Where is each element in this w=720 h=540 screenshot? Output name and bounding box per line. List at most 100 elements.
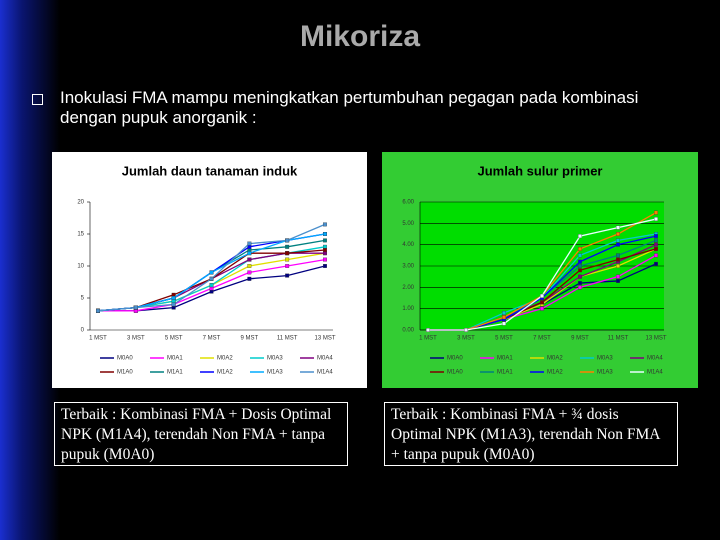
- data-point: [502, 321, 506, 326]
- x-tick-label: 1 MST: [419, 336, 437, 342]
- x-tick-label: 13 MST: [314, 336, 335, 342]
- x-tick-label: 9 MST: [240, 336, 258, 342]
- data-point: [323, 248, 327, 252]
- data-point: [464, 328, 468, 332]
- data-point: [578, 285, 582, 290]
- y-tick-label: 4.00: [402, 242, 414, 248]
- y-tick-label: 0.00: [402, 328, 414, 334]
- legend-label: M1A2: [547, 370, 563, 376]
- data-point: [654, 210, 658, 215]
- data-point: [616, 257, 620, 262]
- x-tick-label: 5 MST: [495, 336, 513, 342]
- data-point: [654, 238, 658, 243]
- data-point: [654, 242, 658, 247]
- legend-label: M0A1: [497, 356, 513, 362]
- legend-label: M1A4: [317, 370, 333, 376]
- y-tick-label: 6.00: [402, 200, 414, 206]
- legend-label: M1A0: [117, 370, 133, 376]
- data-point: [654, 253, 658, 258]
- data-point: [323, 222, 327, 227]
- x-tick-label: 3 MST: [127, 336, 145, 342]
- legend-label: M0A1: [167, 356, 183, 362]
- y-tick-label: 2.00: [402, 285, 414, 291]
- x-tick-label: 5 MST: [165, 336, 183, 342]
- data-point: [247, 257, 252, 262]
- data-point: [578, 246, 582, 251]
- x-tick-label: 13 MST: [645, 336, 666, 342]
- data-point: [502, 315, 506, 320]
- legend-label: M0A4: [317, 356, 333, 362]
- data-point: [578, 253, 582, 258]
- legend-label: M1A3: [597, 370, 613, 376]
- data-point: [323, 257, 327, 262]
- legend-label: M0A0: [117, 356, 133, 362]
- bullet-icon: [32, 94, 43, 105]
- data-point: [616, 253, 620, 258]
- y-tick-label: 5.00: [402, 221, 414, 227]
- note-box: Terbaik : Kombinasi FMA + ¾ dosis Optima…: [384, 402, 678, 466]
- data-point: [96, 308, 100, 313]
- x-tick-label: 9 MST: [571, 336, 589, 342]
- legend-label: M1A1: [167, 370, 183, 376]
- legend-label: M0A3: [597, 356, 613, 362]
- data-point: [171, 302, 176, 307]
- x-tick-label: 11 MST: [608, 336, 629, 342]
- data-point: [616, 232, 620, 236]
- y-tick-label: 20: [77, 200, 84, 206]
- data-point: [133, 305, 138, 310]
- y-tick-label: 3.00: [402, 264, 414, 270]
- data-point: [654, 246, 658, 251]
- legend-label: M0A2: [217, 356, 233, 362]
- data-point: [654, 261, 658, 266]
- data-point: [209, 276, 214, 281]
- data-point: [578, 234, 582, 239]
- data-point: [540, 306, 544, 311]
- data-point: [209, 270, 214, 275]
- data-point: [247, 276, 252, 281]
- data-point: [578, 264, 582, 268]
- data-point: [654, 217, 658, 222]
- data-point: [247, 270, 252, 275]
- chart-title: Jumlah daun tanaman induk: [122, 163, 298, 178]
- data-point: [285, 251, 290, 256]
- y-tick-label: 5: [81, 296, 85, 302]
- legend-label: M1A4: [647, 370, 663, 376]
- x-tick-label: 7 MST: [203, 336, 221, 342]
- data-point: [578, 259, 582, 264]
- data-point: [285, 273, 290, 278]
- legend-label: M0A4: [647, 356, 663, 362]
- y-tick-label: 0: [81, 328, 85, 334]
- x-tick-label: 7 MST: [533, 336, 551, 342]
- x-tick-label: 3 MST: [457, 336, 475, 342]
- data-point: [323, 238, 327, 243]
- data-point: [616, 225, 620, 230]
- slide-title: Mikoriza: [299, 20, 421, 53]
- legend-label: M1A1: [497, 370, 513, 376]
- y-tick-label: 1.00: [402, 306, 414, 312]
- bullet-text: Inokulasi FMA mampu meningkatkan pertumb…: [60, 88, 639, 127]
- data-point: [616, 264, 620, 268]
- chart: Jumlah daun tanaman induk 0 5 10 15 20 1 MST 3 …: [52, 152, 367, 388]
- data-point: [285, 244, 290, 249]
- data-point: [540, 300, 544, 305]
- data-point: [285, 264, 290, 268]
- legend-label: M1A2: [217, 370, 233, 376]
- data-point: [209, 283, 214, 288]
- y-tick-label: 15: [77, 232, 84, 238]
- legend-label: M0A2: [547, 356, 563, 362]
- data-point: [285, 257, 290, 262]
- data-point: [285, 238, 290, 243]
- data-point: [616, 278, 620, 283]
- y-tick-label: 10: [77, 264, 84, 270]
- data-point: [502, 310, 506, 315]
- data-point: [171, 296, 176, 300]
- data-point: [323, 264, 327, 268]
- chart-title: Jumlah sulur primer: [478, 163, 603, 178]
- data-point: [247, 264, 252, 268]
- data-point: [654, 234, 658, 239]
- x-tick-label: 11 MST: [277, 336, 298, 342]
- legend-label: M0A3: [267, 356, 283, 362]
- legend-label: M1A0: [447, 370, 463, 376]
- data-point: [247, 241, 252, 246]
